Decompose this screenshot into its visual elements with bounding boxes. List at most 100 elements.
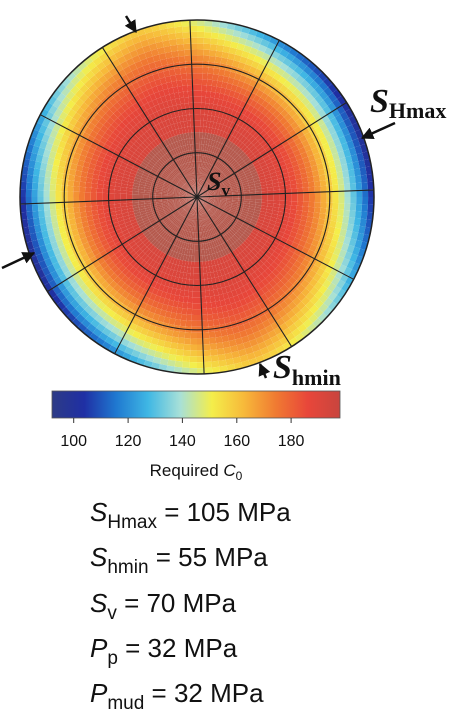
heat-cell [43,203,51,211]
heat-cell [228,211,235,217]
heat-cell [155,145,162,152]
heat-cell [197,161,199,168]
heat-cell [313,152,321,160]
heat-cell [190,261,195,268]
heat-cell [242,183,249,187]
heat-cell [204,183,210,189]
heat-cell [187,189,193,194]
heat-cell [261,100,269,109]
heat-cell [273,340,283,349]
heat-cell [55,184,62,192]
heat-cell [218,317,226,325]
heat-cell [171,306,178,314]
heat-cell [187,296,193,304]
heat-cell [158,251,165,259]
heat-cell [78,232,87,240]
heat-cell [182,361,190,368]
heat-cell [335,241,344,250]
heat-cell [191,167,194,174]
heat-cell [163,341,172,349]
heat-cell [105,168,113,175]
heat-cell [176,283,182,290]
heat-cell [210,32,219,40]
heat-cell [192,291,197,298]
heat-cell [291,192,298,197]
heat-cell [221,51,229,59]
heat-cell [181,242,185,249]
heat-cell [244,197,251,200]
heat-cell [166,112,173,120]
heat-cell [187,126,192,133]
heat-cell [92,214,100,220]
heat-cell [285,225,293,232]
heat-cell [348,115,358,125]
heat-cell [317,131,326,140]
heat-cell [211,166,217,173]
heat-cell [113,110,122,118]
heat-cell [168,151,174,158]
heat-cell [32,210,40,219]
heat-cell [202,197,209,199]
heat-cell [136,99,144,108]
heat-cell [172,180,178,185]
heat-cell [212,283,218,290]
heat-cell [94,314,104,324]
heat-cell [37,183,45,191]
heat-cell [120,206,128,211]
heat-cell [230,243,237,251]
heat-cell [243,205,250,209]
heat-cell [356,232,365,242]
heat-cell [163,70,171,78]
heat-cell [213,212,219,218]
heat-cell [93,218,101,225]
heat-cell [172,251,177,258]
heat-cell [329,117,339,127]
heat-cell [185,182,190,188]
heat-cell [237,293,245,301]
heat-cell [201,180,204,187]
heat-cell [174,319,181,326]
heat-cell [93,149,101,157]
heat-cell [163,273,169,281]
heat-cell [172,245,177,252]
heat-cell [158,209,165,213]
heat-cell [179,247,184,254]
heat-cell [275,234,283,241]
heat-cell [244,238,252,245]
heat-cell [193,273,197,280]
heat-cell [185,206,190,212]
heat-cell [118,220,125,226]
heat-cell [67,197,74,203]
heat-cell [348,217,355,225]
heat-cell [90,319,101,329]
heat-cell [315,229,323,237]
heat-cell [57,220,65,228]
heat-cell [79,186,86,193]
heat-cell [338,249,347,258]
heat-cell [208,248,213,255]
heat-cell [234,111,241,119]
heat-cell [115,146,123,153]
heat-cell [239,298,247,307]
heat-cell [220,190,227,193]
heat-cell [110,244,118,251]
heat-cell [121,275,129,283]
heat-cell [332,233,340,242]
heat-cell [174,92,180,100]
heat-cell [134,150,141,157]
heat-cell [197,132,200,139]
heat-cell [364,158,372,168]
heat-cell [199,220,201,227]
heat-cell [154,326,162,334]
heat-cell [244,199,251,202]
heat-cell [108,124,116,133]
heat-cell [282,233,290,240]
heat-cell [177,122,182,129]
heat-cell [253,349,263,358]
heat-cell [128,158,136,165]
heat-cell [97,209,105,215]
heat-cell [133,291,141,300]
heat-cell [225,171,231,177]
heat-cell [292,288,302,298]
heat-cell [120,200,127,204]
